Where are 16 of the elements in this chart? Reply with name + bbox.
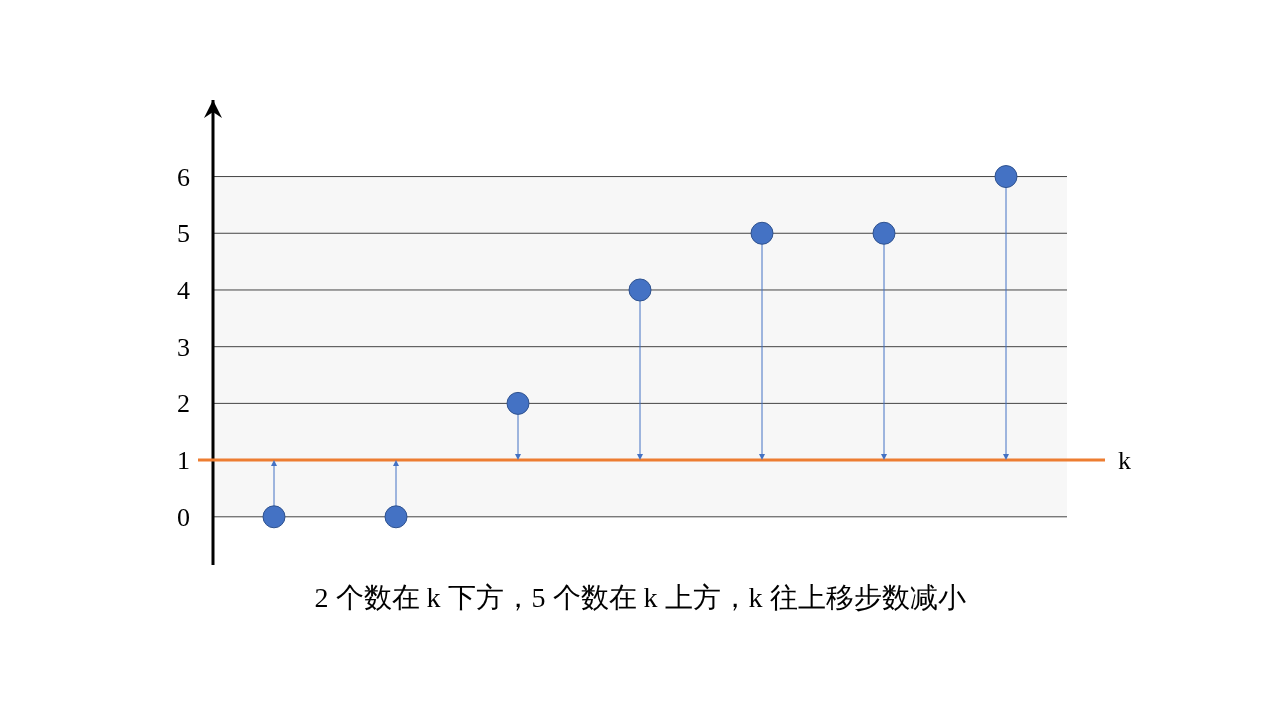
y-tick-label: 2	[177, 389, 190, 419]
y-tick-label: 4	[177, 276, 190, 306]
point	[506, 391, 530, 415]
y-tick-label: 0	[177, 502, 190, 532]
point	[628, 278, 652, 302]
y-tick-label: 3	[177, 332, 190, 362]
point	[384, 505, 408, 529]
point	[262, 505, 286, 529]
point	[994, 165, 1018, 189]
point	[750, 221, 774, 245]
y-tick-label: 5	[177, 219, 190, 249]
y-tick-label: 6	[177, 162, 190, 192]
text: 2 个数在 k 下方，5 个数在 k 上方，k 往上移步数减小	[314, 582, 966, 613]
ref-line-label: k	[1118, 446, 1131, 476]
y-tick-label: 1	[177, 446, 190, 476]
point	[872, 221, 896, 245]
